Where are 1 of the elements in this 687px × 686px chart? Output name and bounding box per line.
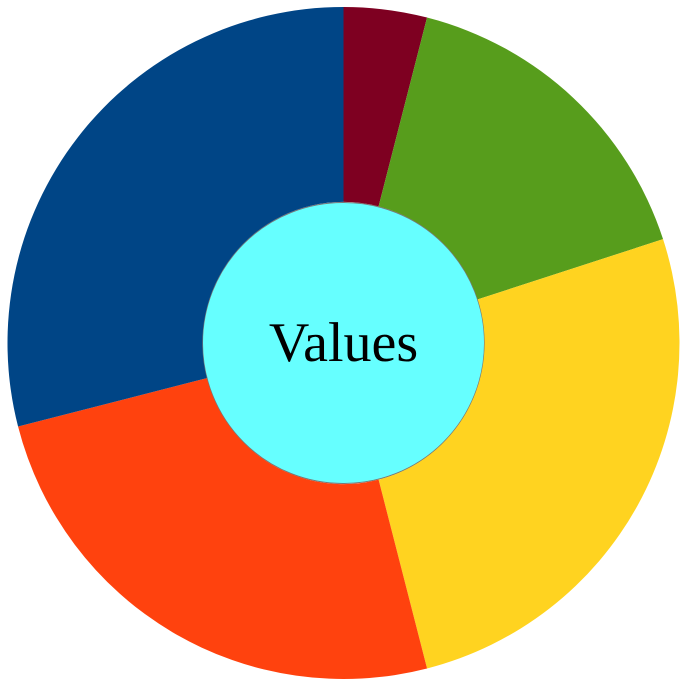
text: Values xyxy=(268,312,418,374)
